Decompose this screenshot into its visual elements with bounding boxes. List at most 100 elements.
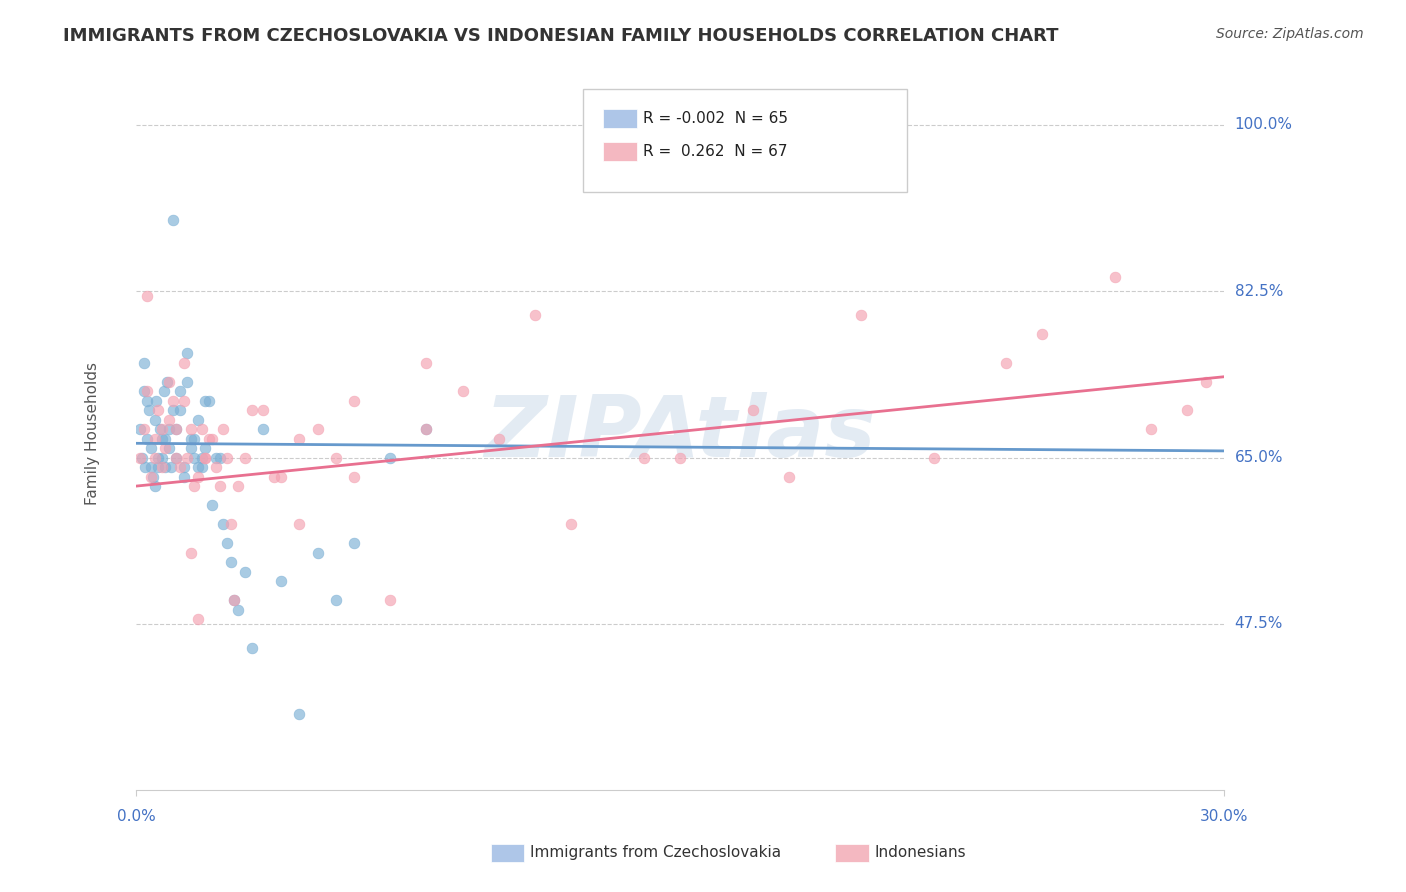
Text: 100.0%: 100.0% [1234,118,1292,132]
Point [488,432,510,446]
Point [343,469,366,483]
Point [139,469,162,483]
Point [157,441,180,455]
Point [851,308,873,322]
Point [288,432,311,446]
Text: Family Households: Family Households [86,362,100,505]
Point [173,460,195,475]
Point [288,517,311,532]
Point [194,441,217,455]
Point [136,393,159,408]
Point [415,422,437,436]
Point [208,479,231,493]
Point [190,422,212,436]
Point [143,432,166,446]
Text: Indonesians: Indonesians [875,846,966,860]
Point [149,422,172,436]
Point [150,432,173,446]
Point [325,450,347,465]
Point [215,450,238,465]
Point [180,422,202,436]
Point [150,450,173,465]
Point [378,450,401,465]
Point [1031,326,1053,341]
Text: ZIPAtlas: ZIPAtlas [484,392,876,475]
Point [132,355,155,369]
Point [288,707,311,722]
Point [194,393,217,408]
Point [226,479,249,493]
Point [176,346,198,360]
Point [451,384,474,398]
Point [270,469,292,483]
Point [180,441,202,455]
Point [343,536,366,550]
Point [233,450,256,465]
Text: R = -0.002  N = 65: R = -0.002 N = 65 [643,112,787,126]
Point [190,460,212,475]
Point [201,498,224,512]
Point [307,422,329,436]
Point [155,432,177,446]
Point [198,393,221,408]
Text: R =  0.262  N = 67: R = 0.262 N = 67 [643,145,787,159]
Point [233,565,256,579]
Text: 82.5%: 82.5% [1234,284,1282,299]
Point [157,412,180,426]
Point [156,375,179,389]
Point [169,460,191,475]
Point [136,289,159,303]
Text: IMMIGRANTS FROM CZECHOSLOVAKIA VS INDONESIAN FAMILY HOUSEHOLDS CORRELATION CHART: IMMIGRANTS FROM CZECHOSLOVAKIA VS INDONE… [63,27,1059,45]
Point [134,460,156,475]
Point [208,450,231,465]
Point [165,422,187,436]
Point [176,450,198,465]
Point [129,450,152,465]
Point [1194,375,1216,389]
Point [173,469,195,483]
Point [187,469,209,483]
Point [146,403,169,417]
Point [198,432,221,446]
Point [224,593,246,607]
Point [190,450,212,465]
Point [136,432,159,446]
Point [343,393,366,408]
Point [169,403,191,417]
Point [169,384,191,398]
Point [146,450,169,465]
Point [173,355,195,369]
Point [778,469,800,483]
Point [415,422,437,436]
Point [129,422,152,436]
Point [165,422,187,436]
Point [224,593,246,607]
Point [219,517,242,532]
Point [1177,403,1199,417]
Point [183,479,205,493]
Point [995,355,1018,369]
Point [633,450,655,465]
Text: 30.0%: 30.0% [1199,809,1249,824]
Point [159,460,181,475]
Point [157,375,180,389]
Point [162,213,184,227]
Point [1104,270,1126,285]
Point [741,403,763,417]
Point [922,450,945,465]
Point [205,460,228,475]
Point [132,422,155,436]
Point [187,460,209,475]
Point [240,403,263,417]
Point [146,460,169,475]
Point [378,593,401,607]
Point [240,640,263,655]
Point [194,450,217,465]
Point [180,432,202,446]
Text: 0.0%: 0.0% [117,809,156,824]
Point [155,460,177,475]
Point [263,469,285,483]
Point [155,441,177,455]
Point [205,450,228,465]
Point [325,593,347,607]
